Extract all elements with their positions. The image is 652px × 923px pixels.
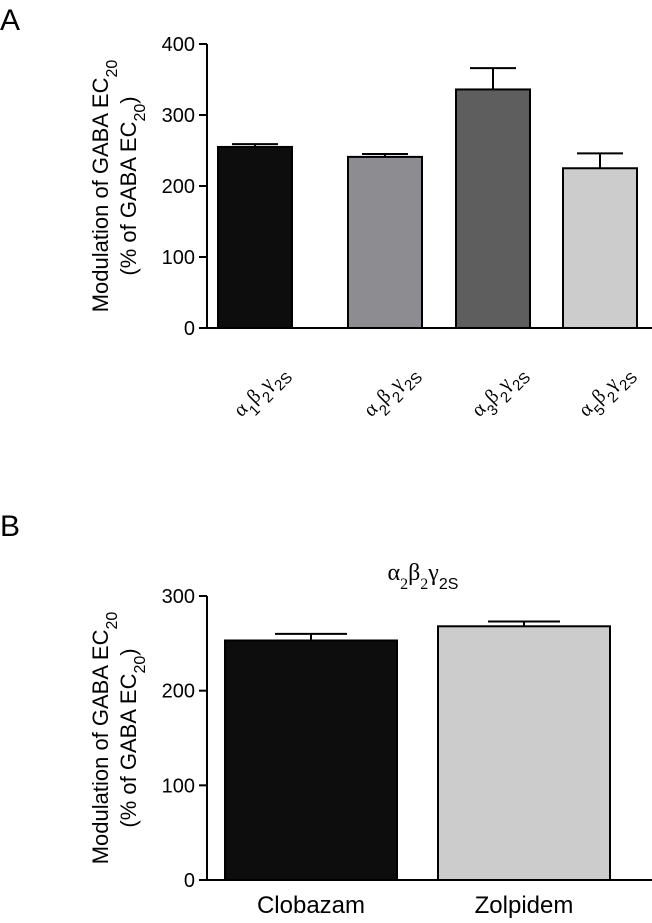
panel-b: B α2β2γ2S Modulation of GABA EC20 (% of … [0,510,652,919]
panel-a-ylabel-line1: Modulation of GABA EC20 [88,60,121,313]
panel-a-y-tick-label: 300 [162,105,195,127]
panel-a-bar-1 [217,145,293,329]
panel-b-bars [224,620,611,882]
panel-b-category-label-2: Zolpidem [475,892,574,919]
panel-a-y-tick-label: 200 [162,176,195,198]
panel-a-y-tick-label: 100 [162,247,195,269]
panel-a-category-labels: α1β2γ2S α2β2γ2S α3β2γ2S α5β2γ2S [229,360,641,427]
panel-b-category-label-1: Clobazam [257,892,365,919]
panel-a-category-label-3: α3β2γ2S [467,360,534,427]
panel-a-category-label-1: α1β2γ2S [229,360,296,427]
panel-b-y-tick-label: 0 [184,870,195,892]
panel-b-bar-1 [224,639,398,882]
panel-a-bars [217,67,638,329]
panel-b-y-tick-label: 100 [162,775,195,797]
panel-b-ylabel-line2: (% of GABA EC20) [116,648,149,827]
panel-a: A Modulation of GABA EC20 (% of GABA EC2… [0,4,652,427]
panel-a-letter: A [0,4,20,37]
panel-a-bar-4 [562,167,638,329]
panel-b-y-tick-label: 300 [162,586,195,608]
panel-b-letter: B [0,510,20,543]
panel-a-category-label-2: α2β2γ2S [359,360,426,427]
panel-a-bar-2 [347,155,423,329]
panel-a-ylabel-line2: (% of GABA EC20) [116,96,149,275]
panel-b-y-tick-label: 200 [162,681,195,703]
panel-b-title: α2β2γ2S [388,560,459,593]
panel-b-category-labels: Clobazam Zolpidem [257,892,573,919]
panel-a-category-label-4: α5β2γ2S [574,360,641,427]
panel-b-bar-2 [437,625,611,881]
panel-b-ylabel-line1: Modulation of GABA EC20 [88,612,121,865]
panel-a-y-tick-label: 0 [184,318,195,340]
panel-a-y-tick-label: 400 [162,34,195,56]
panel-a-axes: 0 100 200 300 400 [162,34,652,340]
panel-a-bar-3 [455,88,531,329]
